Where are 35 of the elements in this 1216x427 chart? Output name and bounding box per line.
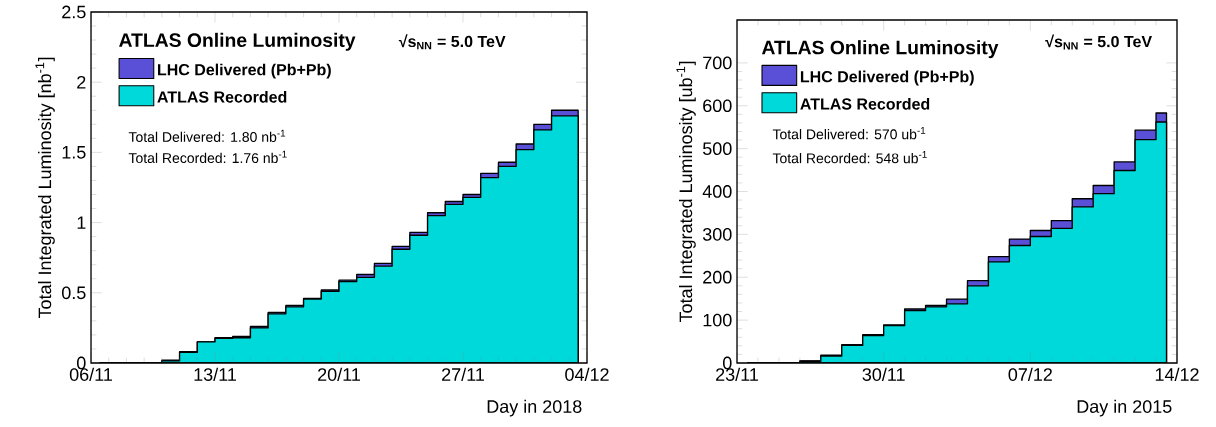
legend-label: LHC Delivered (Pb+Pb) xyxy=(800,70,974,86)
annotation: Total Delivered: 1.80 nb$^{-1}$ xyxy=(128,129,286,142)
y-tick-label: 1.5 xyxy=(62,146,86,159)
y-tick-label: 1 xyxy=(77,216,86,229)
y-tick-label: 600 xyxy=(703,99,732,113)
y-tick-label: 0.5 xyxy=(61,286,86,300)
y-tick-label: 300 xyxy=(702,228,732,241)
y-tick-label: 100 xyxy=(703,313,732,327)
y-axis-title: Total Integrated Luminosity [ub$^{-1}$] xyxy=(676,61,696,323)
x-tick-label: 13/11 xyxy=(194,367,236,381)
x-tick-label: 20/11 xyxy=(318,367,360,381)
annotation: Total Recorded: 1.76 nb$^{-1}$ xyxy=(128,150,287,164)
y-tick-label: 2.5 xyxy=(62,5,86,19)
x-tick-label: 14/12 xyxy=(1155,367,1199,381)
x-tick-label: 30/11 xyxy=(862,367,905,381)
x-tick-label: 04/12 xyxy=(565,367,609,381)
y-tick-label: 400 xyxy=(702,185,732,198)
legend-label: ATLAS Recorded xyxy=(800,97,930,110)
y-tick-label: 700 xyxy=(703,56,732,70)
y-tick-label: 200 xyxy=(703,270,732,284)
y-tick-label: 500 xyxy=(702,142,732,155)
annotation: √s$_{NN}$ = 5.0 TeV xyxy=(1045,34,1152,50)
y-axis-title: Total Integrated Luminosity [nb$^{-1}$] xyxy=(35,57,55,319)
legend-label: ATLAS Recorded xyxy=(157,90,287,103)
annotation: Total Recorded: 548 ub$^{-1}$ xyxy=(772,151,927,164)
y-tick-label: 2 xyxy=(77,75,86,89)
x-axis-title: Day in 2015 xyxy=(1077,399,1172,417)
annotation: √s$_{NN}$ = 5.0 TeV xyxy=(398,34,506,50)
legend-title: ATLAS Online Luminosity xyxy=(119,32,356,51)
annotation: Total Delivered: 570 ub$^{-1}$ xyxy=(772,127,926,140)
x-tick-label: 27/11 xyxy=(442,367,484,381)
x-tick-label: 07/12 xyxy=(1008,367,1052,381)
legend-label: LHC Delivered (Pb+Pb) xyxy=(158,63,331,79)
legend-title: ATLAS Online Luminosity xyxy=(761,40,999,59)
x-axis-title: Day in 2018 xyxy=(487,399,582,417)
